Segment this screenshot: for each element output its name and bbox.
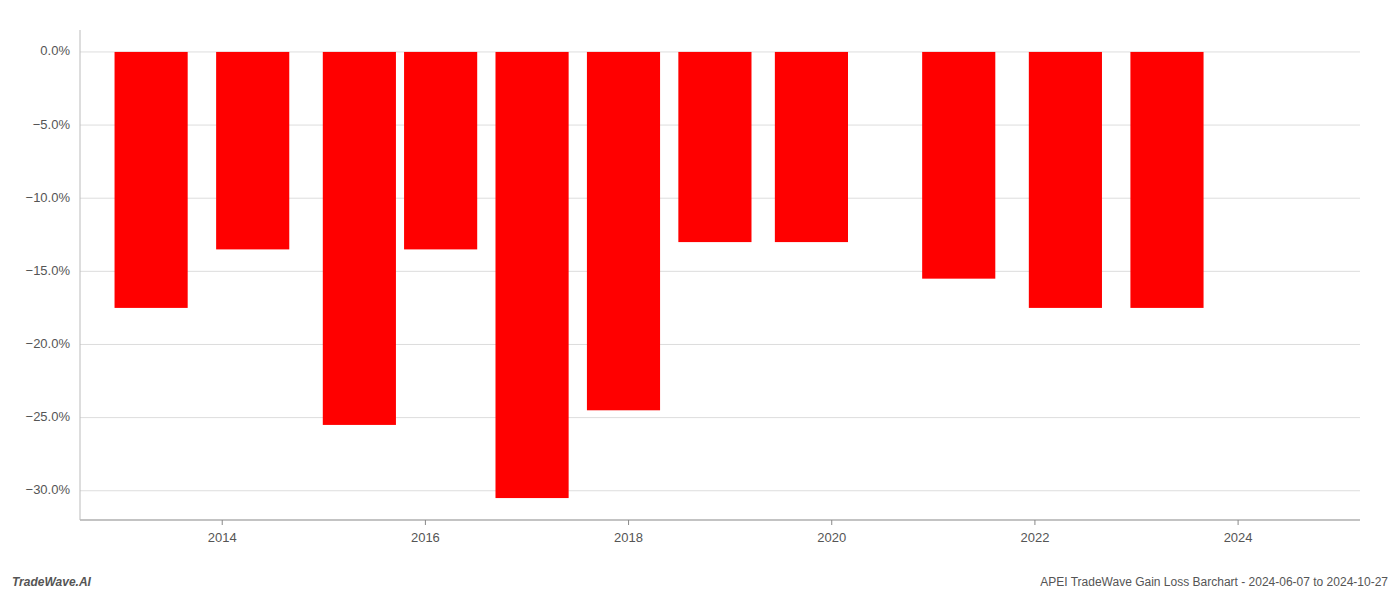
x-tick-label: 2020 bbox=[817, 530, 846, 545]
grid bbox=[80, 52, 1360, 491]
x-tick-label: 2014 bbox=[208, 530, 237, 545]
bar bbox=[323, 52, 396, 425]
axes: 0.0% −5.0% −10.0% −15.0% −20.0% −25.0% −30.0% 2… bbox=[26, 30, 1360, 545]
x-tick-label: 2024 bbox=[1224, 530, 1253, 545]
bar bbox=[404, 52, 477, 249]
bar bbox=[587, 52, 660, 410]
x-tick bbox=[425, 520, 426, 525]
x-tick-label: 2022 bbox=[1020, 530, 1049, 545]
y-axis-line bbox=[80, 30, 81, 520]
x-tick bbox=[628, 520, 629, 525]
footer-left: TradeWave.AI bbox=[12, 575, 92, 589]
chart: 0.0% −5.0% −10.0% −15.0% −20.0% −25.0% −30.0% 2… bbox=[0, 0, 1400, 600]
x-tick bbox=[831, 520, 832, 525]
x-tick-label: 2016 bbox=[411, 530, 440, 545]
bar bbox=[678, 52, 751, 242]
grid-line bbox=[80, 344, 1360, 345]
grid-line bbox=[80, 417, 1360, 418]
bar bbox=[922, 52, 995, 279]
y-tick-label: −5.0% bbox=[33, 117, 71, 132]
y-tick-label: −15.0% bbox=[26, 263, 71, 278]
background bbox=[0, 0, 1400, 600]
x-axis-line bbox=[80, 519, 1360, 520]
y-tick-label: −20.0% bbox=[26, 336, 71, 351]
bar bbox=[1130, 52, 1203, 308]
y-tick-label: −30.0% bbox=[26, 482, 71, 497]
y-tick-label: −10.0% bbox=[26, 190, 71, 205]
bar bbox=[495, 52, 568, 498]
footer-right: APEI TradeWave Gain Loss Barchart - 2024… bbox=[1040, 575, 1388, 589]
bar bbox=[216, 52, 289, 249]
x-tick bbox=[222, 520, 223, 525]
x-tick-label: 2018 bbox=[614, 530, 643, 545]
bar bbox=[1029, 52, 1102, 308]
y-tick-label: −25.0% bbox=[26, 409, 71, 424]
x-tick bbox=[1238, 520, 1239, 525]
bars bbox=[115, 52, 1204, 498]
grid-line bbox=[80, 490, 1360, 491]
bar bbox=[115, 52, 188, 308]
x-tick bbox=[1034, 520, 1035, 525]
y-tick-label: 0.0% bbox=[40, 43, 70, 58]
bar bbox=[775, 52, 848, 242]
